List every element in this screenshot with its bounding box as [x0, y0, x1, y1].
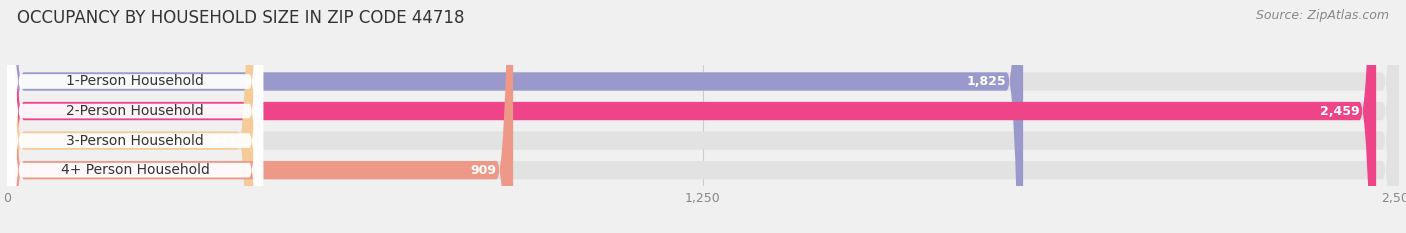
FancyBboxPatch shape	[7, 0, 253, 233]
Text: Source: ZipAtlas.com: Source: ZipAtlas.com	[1256, 9, 1389, 22]
FancyBboxPatch shape	[7, 0, 1399, 233]
Text: 909: 909	[471, 164, 496, 177]
FancyBboxPatch shape	[7, 0, 263, 233]
Text: 4+ Person Household: 4+ Person Household	[60, 163, 209, 177]
FancyBboxPatch shape	[7, 0, 513, 233]
Text: 2-Person Household: 2-Person Household	[66, 104, 204, 118]
Text: 3-Person Household: 3-Person Household	[66, 134, 204, 147]
FancyBboxPatch shape	[7, 0, 263, 233]
FancyBboxPatch shape	[7, 0, 1399, 233]
FancyBboxPatch shape	[7, 0, 263, 233]
Text: OCCUPANCY BY HOUSEHOLD SIZE IN ZIP CODE 44718: OCCUPANCY BY HOUSEHOLD SIZE IN ZIP CODE …	[17, 9, 464, 27]
Text: 443: 443	[211, 134, 238, 147]
FancyBboxPatch shape	[7, 0, 1399, 233]
Text: 1-Person Household: 1-Person Household	[66, 75, 204, 89]
Text: 1,825: 1,825	[967, 75, 1007, 88]
FancyBboxPatch shape	[7, 0, 1024, 233]
FancyBboxPatch shape	[7, 0, 1399, 233]
Text: 2,459: 2,459	[1320, 105, 1360, 117]
FancyBboxPatch shape	[7, 0, 263, 233]
FancyBboxPatch shape	[7, 0, 1376, 233]
